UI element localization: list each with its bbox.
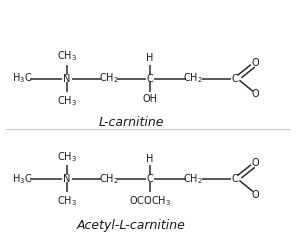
Text: O: O (252, 190, 260, 200)
Text: Acetyl-L-carnitine: Acetyl-L-carnitine (76, 219, 185, 232)
Text: H$_3$C: H$_3$C (12, 72, 32, 86)
Text: C: C (232, 74, 238, 84)
Text: O: O (252, 90, 260, 100)
Text: CH$_3$: CH$_3$ (57, 194, 77, 208)
Text: CH$_2$: CH$_2$ (98, 172, 118, 186)
Text: C: C (232, 174, 238, 184)
Text: L-carnitine: L-carnitine (98, 116, 164, 130)
Text: O: O (252, 58, 260, 68)
Text: H$_3$C: H$_3$C (12, 172, 32, 186)
Text: CH$_2$: CH$_2$ (183, 172, 203, 186)
Text: N: N (63, 174, 70, 184)
Text: OH: OH (142, 94, 158, 104)
Text: CH$_2$: CH$_2$ (98, 72, 118, 86)
Text: CH$_3$: CH$_3$ (57, 94, 77, 108)
Text: N: N (63, 74, 70, 84)
Text: H: H (146, 154, 154, 164)
Text: C: C (147, 74, 153, 84)
Text: CH$_2$: CH$_2$ (183, 72, 203, 86)
Text: CH$_3$: CH$_3$ (57, 150, 77, 164)
Text: H: H (146, 54, 154, 64)
Text: C: C (147, 174, 153, 184)
Text: O: O (252, 158, 260, 168)
Text: OCOCH$_3$: OCOCH$_3$ (129, 194, 171, 208)
Text: CH$_3$: CH$_3$ (57, 50, 77, 64)
